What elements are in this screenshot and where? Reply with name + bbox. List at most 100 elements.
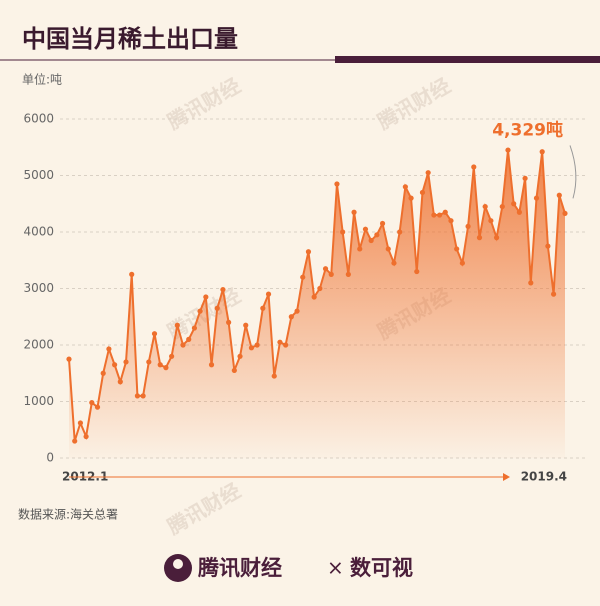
point (471, 164, 477, 170)
point (163, 365, 169, 371)
point (522, 175, 528, 181)
point (231, 367, 237, 374)
chart-title: 中国当月稀土出口量 (22, 25, 238, 53)
point (431, 212, 437, 218)
footer-brand: 腾讯财经 (198, 556, 282, 580)
point (465, 223, 471, 229)
point (351, 209, 357, 215)
point (340, 229, 346, 235)
point (436, 212, 443, 218)
point (140, 393, 146, 399)
point (368, 237, 374, 244)
point (117, 379, 123, 385)
point (134, 393, 141, 399)
point (271, 373, 277, 379)
point (288, 314, 294, 320)
point (550, 291, 557, 297)
point (528, 280, 534, 286)
footer-separator: × (327, 556, 344, 580)
point (94, 404, 101, 410)
point (77, 420, 84, 426)
point (516, 209, 522, 215)
point (533, 195, 540, 201)
point (442, 209, 448, 215)
footer-partner: 数可视 (350, 556, 413, 580)
point (72, 438, 78, 444)
x-tick-label: 2019.4 (521, 470, 567, 484)
point (511, 201, 517, 207)
point (277, 339, 283, 345)
point (66, 356, 72, 362)
point (283, 342, 289, 348)
point (334, 181, 340, 187)
y-tick-label: 3000 (23, 281, 54, 295)
point (488, 218, 494, 224)
point (129, 271, 135, 277)
y-tick-label: 2000 (23, 338, 54, 352)
point (493, 235, 500, 241)
y-tick-label: 1000 (23, 394, 54, 408)
value-label: 4,329吨 (492, 119, 563, 140)
point (305, 249, 312, 255)
y-tick-label: 0 (46, 451, 54, 465)
point (414, 268, 420, 275)
point (408, 195, 414, 201)
point (311, 294, 317, 300)
point (248, 345, 255, 351)
point (345, 271, 351, 277)
point (459, 260, 465, 266)
point (151, 331, 158, 337)
point (157, 362, 163, 368)
point (123, 359, 129, 365)
area (69, 150, 565, 458)
point (482, 203, 488, 210)
point (83, 433, 89, 440)
point (226, 319, 232, 325)
point (260, 305, 266, 311)
point (146, 359, 152, 365)
point (385, 246, 391, 252)
point (448, 218, 454, 224)
y-unit: 单位:吨 (22, 72, 62, 87)
point (505, 147, 511, 153)
point (180, 342, 186, 348)
point (197, 308, 203, 314)
point (357, 246, 363, 252)
point (220, 287, 226, 293)
point (556, 192, 562, 198)
point (454, 246, 460, 252)
line (68, 149, 566, 442)
y-tick-label: 5000 (23, 168, 54, 182)
arrow-head (503, 473, 510, 481)
brand-logo-inner (173, 559, 183, 569)
point (191, 325, 198, 331)
point (294, 308, 300, 314)
point (186, 336, 192, 342)
point (317, 285, 323, 292)
point (203, 294, 209, 300)
point (214, 305, 220, 311)
label-leader (569, 145, 577, 199)
y-tick-label: 4000 (23, 225, 54, 239)
point (397, 229, 403, 235)
point (322, 266, 329, 272)
point (265, 291, 272, 297)
point (169, 353, 175, 359)
source: 数据来源:海关总署 (18, 507, 118, 522)
point (362, 226, 369, 232)
point (402, 184, 408, 190)
point (374, 232, 380, 238)
point (174, 322, 180, 328)
point (300, 274, 306, 280)
point (328, 271, 334, 277)
point (379, 220, 386, 227)
point (208, 362, 215, 368)
point (425, 170, 431, 176)
title-bar (335, 56, 600, 63)
point (89, 400, 95, 406)
point (237, 353, 243, 359)
point (499, 203, 505, 210)
y-tick-label: 6000 (23, 112, 54, 126)
